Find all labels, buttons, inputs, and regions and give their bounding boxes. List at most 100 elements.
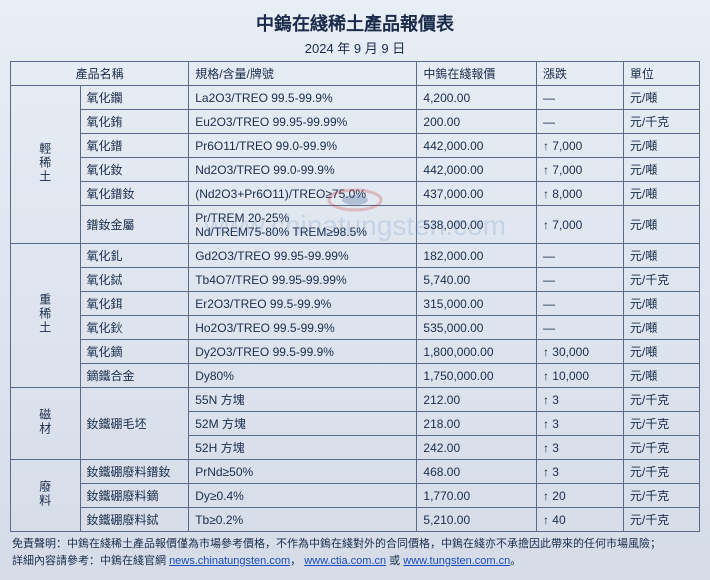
table-row: 磁材釹鐵硼毛坯55N 方塊212.00↑ 3元/千克	[11, 388, 700, 412]
header-spec: 規格/含量/牌號	[189, 62, 417, 86]
cell-price: 5,740.00	[417, 268, 537, 292]
cell-change: —	[536, 268, 623, 292]
cell-change: ↑ 7,000	[536, 158, 623, 182]
cell-change: —	[536, 292, 623, 316]
cell-price: 442,000.00	[417, 158, 537, 182]
cell-price: 468.00	[417, 460, 537, 484]
cell-price: 182,000.00	[417, 244, 537, 268]
cell-unit: 元/千克	[623, 412, 699, 436]
product-name: 釹鐵硼廢料鐠釹	[80, 460, 189, 484]
product-spec: Pr6O11/TREO 99.0-99.9%	[189, 134, 417, 158]
cell-change: ↑ 7,000	[536, 134, 623, 158]
table-row: 氧化鈥Ho2O3/TREO 99.5-99.9%535,000.00—元/噸	[11, 316, 700, 340]
product-name: 氧化鐠	[80, 134, 189, 158]
product-spec: (Nd2O3+Pr6O11)/TREO≥75.0%	[189, 182, 417, 206]
cell-unit: 元/噸	[623, 364, 699, 388]
cell-unit: 元/噸	[623, 182, 699, 206]
product-spec: Dy≥0.4%	[189, 484, 417, 508]
product-spec: Tb≥0.2%	[189, 508, 417, 532]
product-spec: 52M 方塊	[189, 412, 417, 436]
cell-price: 218.00	[417, 412, 537, 436]
product-name: 氧化釓	[80, 244, 189, 268]
cell-unit: 元/千克	[623, 268, 699, 292]
product-name: 氧化釹	[80, 158, 189, 182]
cell-price: 538,000.00	[417, 206, 537, 244]
cell-unit: 元/噸	[623, 134, 699, 158]
product-spec: Pr/TREM 20-25%Nd/TREM75-80% TREM≥98.5%	[189, 206, 417, 244]
report-date: 2024 年 9 月 9 日	[10, 38, 700, 61]
cell-change: ↑ 20	[536, 484, 623, 508]
disclaimer-line2-prefix: 詳細內容請參考：中鎢在綫官網	[12, 555, 169, 567]
cell-change: ↑ 3	[536, 436, 623, 460]
link-ctia[interactable]: www.ctia.com.cn	[304, 555, 386, 567]
cell-price: 4,200.00	[417, 86, 537, 110]
page-title: 中鎢在綫稀土產品報價表	[10, 6, 700, 38]
cell-change: —	[536, 316, 623, 340]
header-unit: 單位	[623, 62, 699, 86]
group-label: 磁材	[11, 388, 81, 460]
cell-unit: 元/千克	[623, 460, 699, 484]
cell-price: 242.00	[417, 436, 537, 460]
price-table: 產品名稱 規格/含量/牌號 中鎢在綫報價 漲跌 單位 輕稀土氧化鑭La2O3/T…	[10, 61, 700, 532]
table-row: 釹鐵硼廢料鏑Dy≥0.4%1,770.00↑ 20元/千克	[11, 484, 700, 508]
group-label: 輕稀土	[11, 86, 81, 244]
table-row: 氧化鐠Pr6O11/TREO 99.0-99.9%442,000.00↑ 7,0…	[11, 134, 700, 158]
product-spec: 52H 方塊	[189, 436, 417, 460]
product-name: 氧化鋱	[80, 268, 189, 292]
table-row: 廢料釹鐵硼廢料鐠釹PrNd≥50%468.00↑ 3元/千克	[11, 460, 700, 484]
product-name: 氧化鈥	[80, 316, 189, 340]
cell-price: 200.00	[417, 110, 537, 134]
product-spec: Ho2O3/TREO 99.5-99.9%	[189, 316, 417, 340]
cell-change: ↑ 8,000	[536, 182, 623, 206]
cell-unit: 元/千克	[623, 436, 699, 460]
cell-price: 442,000.00	[417, 134, 537, 158]
product-name: 釹鐵硼廢料鋱	[80, 508, 189, 532]
cell-change: —	[536, 86, 623, 110]
cell-price: 315,000.00	[417, 292, 537, 316]
cell-change: ↑ 3	[536, 460, 623, 484]
cell-change: —	[536, 244, 623, 268]
cell-unit: 元/千克	[623, 110, 699, 134]
link-news[interactable]: news.chinatungsten.com	[169, 555, 290, 567]
table-row: 氧化鋱Tb4O7/TREO 99.95-99.99%5,740.00—元/千克	[11, 268, 700, 292]
product-spec: Dy2O3/TREO 99.5-99.9%	[189, 340, 417, 364]
cell-unit: 元/千克	[623, 484, 699, 508]
header-price: 中鎢在綫報價	[417, 62, 537, 86]
table-row: 氧化釹Nd2O3/TREO 99.0-99.9%442,000.00↑ 7,00…	[11, 158, 700, 182]
cell-change: ↑ 3	[536, 388, 623, 412]
cell-unit: 元/噸	[623, 244, 699, 268]
product-spec: Eu2O3/TREO 99.95-99.99%	[189, 110, 417, 134]
cell-price: 1,800,000.00	[417, 340, 537, 364]
cell-unit: 元/千克	[623, 388, 699, 412]
cell-unit: 元/噸	[623, 340, 699, 364]
product-spec: Er2O3/TREO 99.5-99.9%	[189, 292, 417, 316]
table-row: 氧化銪Eu2O3/TREO 99.95-99.99%200.00—元/千克	[11, 110, 700, 134]
header-name: 產品名稱	[11, 62, 189, 86]
cell-unit: 元/噸	[623, 86, 699, 110]
cell-unit: 元/噸	[623, 316, 699, 340]
table-row: 輕稀土氧化鑭La2O3/TREO 99.5-99.9%4,200.00—元/噸	[11, 86, 700, 110]
disclaimer-line1: 免責聲明：中鎢在綫稀土產品報價僅為市場參考價格，不作為中鎢在綫對外的合同價格，中…	[12, 538, 661, 550]
cell-change: ↑ 30,000	[536, 340, 623, 364]
cell-change: —	[536, 110, 623, 134]
table-row: 氧化鉺Er2O3/TREO 99.5-99.9%315,000.00—元/噸	[11, 292, 700, 316]
product-name: 釹鐵硼毛坯	[80, 388, 189, 460]
disclaimer: 免責聲明：中鎢在綫稀土產品報價僅為市場參考價格，不作為中鎢在綫對外的合同價格，中…	[10, 532, 700, 569]
table-row: 鏑鐵合金Dy80%1,750,000.00↑ 10,000元/噸	[11, 364, 700, 388]
cell-price: 5,210.00	[417, 508, 537, 532]
product-name: 氧化鐠釹	[80, 182, 189, 206]
cell-change: ↑ 10,000	[536, 364, 623, 388]
product-name: 氧化鑭	[80, 86, 189, 110]
link-tungsten[interactable]: www.tungsten.com.cn	[403, 555, 510, 567]
product-spec: Tb4O7/TREO 99.95-99.99%	[189, 268, 417, 292]
product-name: 釹鐵硼廢料鏑	[80, 484, 189, 508]
cell-price: 1,770.00	[417, 484, 537, 508]
table-row: 氧化鏑Dy2O3/TREO 99.5-99.9%1,800,000.00↑ 30…	[11, 340, 700, 364]
product-spec: Nd2O3/TREO 99.0-99.9%	[189, 158, 417, 182]
cell-unit: 元/噸	[623, 158, 699, 182]
product-name: 鐠釹金屬	[80, 206, 189, 244]
cell-price: 1,750,000.00	[417, 364, 537, 388]
group-label: 廢料	[11, 460, 81, 532]
cell-unit: 元/噸	[623, 206, 699, 244]
product-spec: PrNd≥50%	[189, 460, 417, 484]
